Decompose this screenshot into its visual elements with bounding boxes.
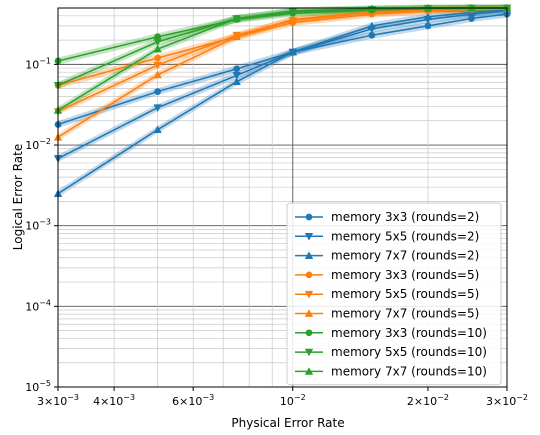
data-point [288, 6, 297, 15]
legend-label: memory 5x5 (rounds=5) [331, 287, 479, 301]
legend-label: memory 3x3 (rounds=2) [331, 210, 479, 224]
data-point [154, 54, 161, 62]
y-tick-label: 10−1 [25, 56, 51, 71]
data-point [153, 70, 162, 79]
data-point [153, 125, 162, 134]
x-tick-label: 4×10−3 [93, 393, 135, 408]
legend-marker [305, 329, 313, 337]
legend-marker [304, 290, 314, 299]
data-point [232, 72, 241, 80]
y-tick-label: 10−4 [25, 298, 51, 313]
legend-marker [304, 232, 314, 241]
data-point [232, 14, 241, 22]
data-point [468, 15, 475, 22]
y-axis-label: Logical Error Rate [11, 144, 25, 250]
data-point [153, 61, 162, 70]
data-point [423, 12, 433, 21]
legend-label: memory 5x5 (rounds=2) [331, 229, 479, 243]
data-point [153, 38, 162, 47]
legend-label: memory 7x7 (rounds=10) [331, 364, 487, 378]
series-line [57, 10, 508, 160]
legend-marker [304, 251, 314, 259]
data-point [368, 31, 376, 39]
data-point [232, 32, 241, 41]
legend-marker [304, 367, 314, 375]
data-point [153, 104, 162, 112]
y-tick-label: 10−2 [25, 137, 51, 152]
legend-marker [304, 348, 314, 357]
x-tick-label: 6×10−3 [172, 393, 214, 408]
x-axis-label: Physical Error Rate [231, 416, 344, 430]
data-point [367, 21, 377, 30]
legend-label: memory 3x3 (rounds=10) [331, 326, 487, 340]
legend-box [286, 202, 502, 386]
series-band [58, 10, 507, 128]
y-tick-label: 10−3 [25, 218, 51, 233]
legend-marker [304, 309, 314, 317]
series-line [57, 9, 508, 195]
legend: memory 3x3 (rounds=2) memory 5x5 (rounds=… [286, 202, 502, 386]
series-band [58, 7, 507, 163]
plot-frame [57, 7, 508, 388]
data-point [288, 47, 297, 56]
data-point [424, 22, 432, 30]
legend-label: memory 5x5 (rounds=10) [331, 345, 487, 359]
legend-marker [305, 213, 313, 221]
legend-label: memory 7x7 (rounds=2) [331, 249, 479, 263]
data-point [154, 88, 161, 95]
confidence-bands [58, 4, 507, 198]
legend-label: memory 3x3 (rounds=5) [331, 268, 479, 282]
data-point [154, 33, 161, 41]
series-line [57, 13, 508, 126]
data-point [153, 44, 162, 53]
legend-label: memory 7x7 (rounds=5) [331, 307, 479, 321]
y-tick-label: 10−5 [25, 379, 51, 394]
legend-marker [305, 271, 313, 279]
data-point [233, 65, 241, 73]
data-point [232, 77, 241, 86]
x-tick-label: 2×10−2 [407, 393, 449, 408]
x-tick-label: 3×10−2 [486, 393, 528, 408]
x-tick-label: 3×10−3 [37, 393, 79, 408]
series-band [58, 4, 507, 65]
x-tick-label: 10−2 [280, 393, 306, 408]
data-point [288, 15, 297, 23]
